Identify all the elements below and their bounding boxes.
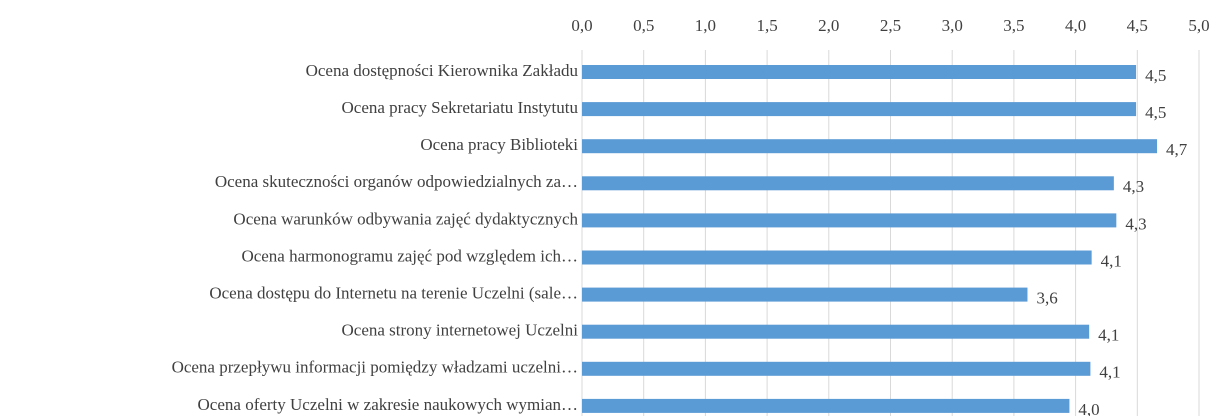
bar	[582, 250, 1092, 265]
bar	[582, 65, 1137, 79]
x-tick-label: 4,0	[1065, 16, 1086, 35]
bar	[582, 102, 1137, 117]
bar	[582, 398, 1070, 413]
bar	[582, 361, 1091, 376]
y-tick-label: Ocena dostępu do Internetu na terenie Uc…	[209, 284, 578, 303]
x-tick-label: 4,5	[1127, 16, 1148, 35]
x-tick-label: 0,0	[571, 16, 592, 35]
data-label: 4,3	[1125, 214, 1146, 233]
y-tick-label: Ocena harmonogramu zajęć pod względem ic…	[241, 246, 578, 265]
bar	[582, 139, 1158, 154]
y-tick-label: Ocena dostępności Kierownika Zakładu	[306, 61, 579, 80]
data-label: 3,6	[1036, 289, 1057, 308]
y-tick-label: Ocena warunków odbywania zajęć dydaktycz…	[233, 209, 578, 228]
x-tick-label: 2,0	[818, 16, 839, 35]
data-label: 4,1	[1099, 363, 1120, 382]
y-tick-label: Ocena oferty Uczelni w zakresie naukowyc…	[198, 395, 578, 414]
x-tick-label: 2,5	[880, 16, 901, 35]
y-tick-label: Ocena pracy Biblioteki	[420, 135, 578, 154]
data-label: 4,5	[1145, 103, 1166, 122]
data-label: 4,0	[1078, 400, 1099, 416]
data-label: 4,7	[1166, 140, 1188, 159]
data-label: 4,1	[1098, 326, 1119, 345]
x-tick-label: 1,5	[756, 16, 777, 35]
bar	[582, 176, 1114, 191]
data-label: 4,1	[1101, 251, 1122, 270]
x-tick-label: 3,5	[1003, 16, 1024, 35]
y-tick-label: Ocena skuteczności organów odpowiedzialn…	[215, 172, 578, 191]
data-label: 4,5	[1145, 66, 1166, 85]
x-tick-label: 5,0	[1188, 16, 1209, 35]
bar	[582, 324, 1090, 339]
bar	[582, 213, 1117, 228]
bar	[582, 287, 1028, 302]
x-tick-label: 3,0	[942, 16, 963, 35]
y-tick-label: Ocena pracy Sekretariatu Instytutu	[342, 98, 579, 117]
x-tick-label: 0,5	[633, 16, 654, 35]
y-tick-label: Ocena przepływu informacji pomiędzy wład…	[172, 358, 578, 377]
data-label: 4,3	[1123, 177, 1144, 196]
x-tick-label: 1,0	[695, 16, 716, 35]
y-tick-label: Ocena strony internetowej Uczelni	[342, 321, 579, 340]
